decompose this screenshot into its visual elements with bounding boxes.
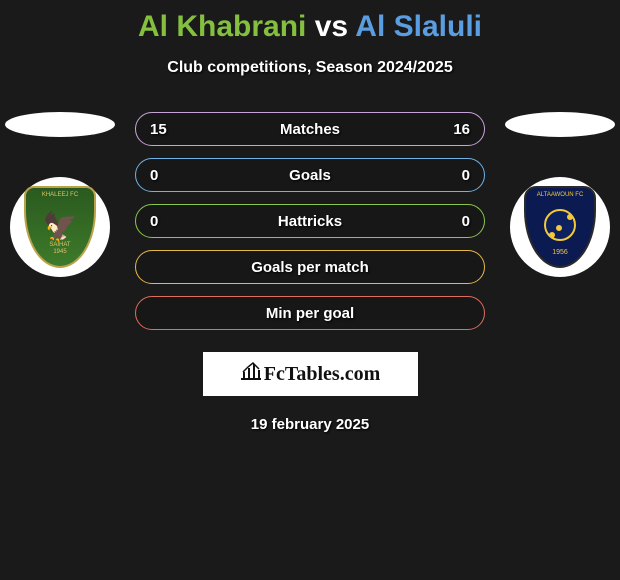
left-team-column: KHALEEJ FC 🦅 SAIHAT1945 [0, 112, 120, 277]
left-team-shield: KHALEEJ FC 🦅 SAIHAT1945 [24, 186, 96, 268]
left-platform [5, 112, 115, 137]
stat-left-value: 0 [150, 213, 180, 230]
left-badge-circle: KHALEEJ FC 🦅 SAIHAT1945 [10, 177, 110, 277]
right-shield-bottom-text: 1956 [552, 249, 568, 256]
stat-label: Min per goal [180, 305, 440, 322]
right-team-shield: ALTAAWOUN FC 1956 [524, 186, 596, 268]
eagle-icon: 🦅 [43, 213, 78, 241]
title-left: Al Khabrani [138, 10, 306, 43]
left-shield-top-text: KHALEEJ FC [42, 192, 78, 198]
ball-icon [544, 209, 576, 241]
stat-label: Hattricks [180, 213, 440, 230]
stat-right-value: 0 [440, 167, 470, 184]
stat-label: Goals per match [180, 259, 440, 276]
stat-label: Goals [180, 167, 440, 184]
content-area: KHALEEJ FC 🦅 SAIHAT1945 ALTAAWOUN FC 195… [0, 112, 620, 433]
source-logo[interactable]: FcTables.com [203, 352, 418, 396]
stat-left-value: 15 [150, 121, 180, 138]
right-team-column: ALTAAWOUN FC 1956 [500, 112, 620, 277]
subtitle: Club competitions, Season 2024/2025 [0, 59, 620, 77]
left-shield-bottom-text: SAIHAT1945 [49, 242, 70, 256]
right-badge-circle: ALTAAWOUN FC 1956 [510, 177, 610, 277]
stat-row-goals-per-match: Goals per match [135, 250, 485, 284]
title-right: Al Slaluli [355, 10, 482, 43]
title-vs: vs [315, 10, 356, 43]
source-logo-text: FcTables.com [264, 363, 380, 386]
right-shield-top-text: ALTAAWOUN FC [537, 192, 584, 198]
page-title: Al Khabrani vs Al Slaluli [0, 0, 620, 44]
stat-rows: 15Matches160Goals00Hattricks0Goals per m… [135, 112, 485, 330]
stat-right-value: 0 [440, 213, 470, 230]
stat-left-value: 0 [150, 167, 180, 184]
chart-icon [240, 362, 262, 386]
stat-row-matches: 15Matches16 [135, 112, 485, 146]
stat-right-value: 16 [440, 121, 470, 138]
stat-label: Matches [180, 121, 440, 138]
stat-row-hattricks: 0Hattricks0 [135, 204, 485, 238]
stat-row-min-per-goal: Min per goal [135, 296, 485, 330]
stat-row-goals: 0Goals0 [135, 158, 485, 192]
right-platform [505, 112, 615, 137]
comparison-card: Al Khabrani vs Al Slaluli Club competiti… [0, 0, 620, 580]
match-date: 19 february 2025 [0, 416, 620, 433]
